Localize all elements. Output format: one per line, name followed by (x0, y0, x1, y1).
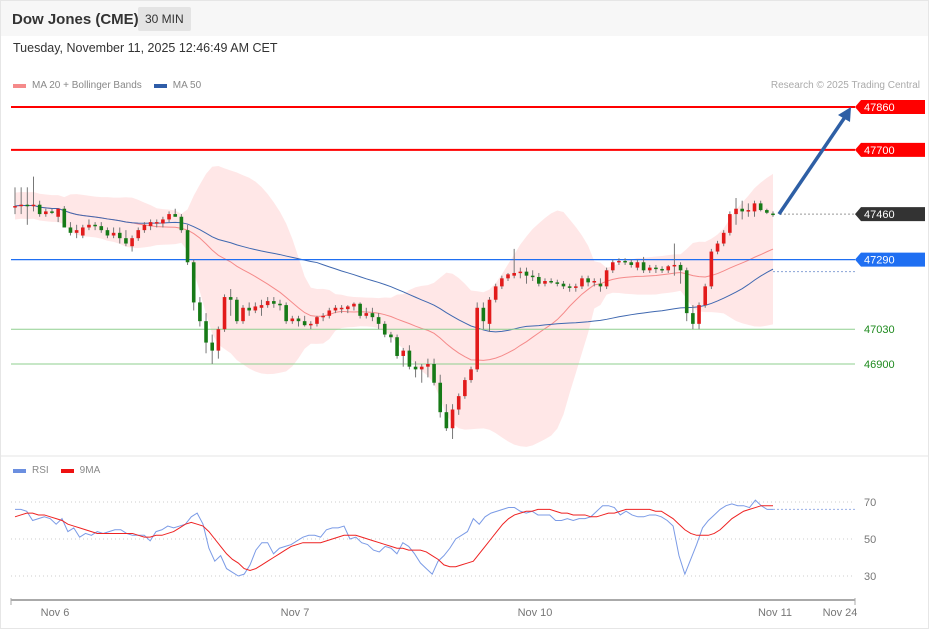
svg-text:46900: 46900 (864, 359, 895, 371)
interval-button[interactable]: 30 MIN (138, 7, 191, 31)
svg-text:Nov 7: Nov 7 (281, 607, 310, 619)
svg-text:47700: 47700 (864, 145, 895, 157)
svg-text:50: 50 (864, 534, 876, 546)
rsi-legend: RSI 9MA (13, 465, 112, 476)
legend-swatch-ma20-icon (13, 83, 26, 88)
legend-swatch-9ma-icon (60, 468, 74, 473)
forecast-arrow-icon (777, 107, 851, 216)
price-level-tags: 47860 47700 47460 47290 47030 46900 (855, 100, 925, 371)
legend-label-ma50: MA 50 (172, 80, 202, 91)
legend-swatch-ma50-icon (153, 83, 167, 88)
legend-swatch-rsi-icon (13, 468, 26, 473)
moving-averages (14, 204, 774, 361)
candlesticks (13, 176, 775, 439)
svg-text:47290: 47290 (864, 255, 895, 267)
legend-label-rsi: RSI (32, 465, 49, 476)
svg-text:47460: 47460 (864, 209, 895, 221)
main-legend: MA 20 + Bollinger Bands MA 50 (13, 80, 213, 91)
svg-text:Nov 6: Nov 6 (41, 607, 70, 619)
rsi-panel: 70 50 30 (11, 497, 876, 583)
legend-label-9ma: 9MA (79, 465, 101, 476)
legend-item-ma50[interactable]: MA 50 (153, 80, 202, 91)
bollinger-bands (15, 165, 773, 447)
timestamp: Tuesday, November 11, 2025 12:46:49 AM C… (13, 41, 278, 55)
legend-item-rsi[interactable]: RSI (13, 465, 49, 476)
legend-item-ma20[interactable]: MA 20 + Bollinger Bands (13, 80, 142, 91)
panel-divider (1, 455, 928, 457)
legend-item-9ma[interactable]: 9MA (60, 465, 101, 476)
svg-text:70: 70 (864, 497, 876, 509)
svg-text:30: 30 (864, 571, 876, 583)
header-bar: Dow Jones (CME) 30 MIN (1, 1, 928, 36)
svg-text:Nov 11: Nov 11 (758, 607, 792, 619)
copyright-credit: Research © 2025 Trading Central (770, 80, 920, 91)
svg-text:47030: 47030 (864, 324, 895, 336)
instrument-title: Dow Jones (CME) (12, 11, 139, 28)
price-levels (11, 106, 855, 365)
time-axis: Nov 6 Nov 7 Nov 10 Nov 11 Nov 24 (10, 598, 858, 619)
svg-text:47860: 47860 (864, 102, 895, 114)
svg-text:Nov 10: Nov 10 (518, 607, 553, 619)
legend-label-ma20: MA 20 + Bollinger Bands (32, 80, 142, 91)
svg-text:Nov 24: Nov 24 (823, 607, 858, 619)
